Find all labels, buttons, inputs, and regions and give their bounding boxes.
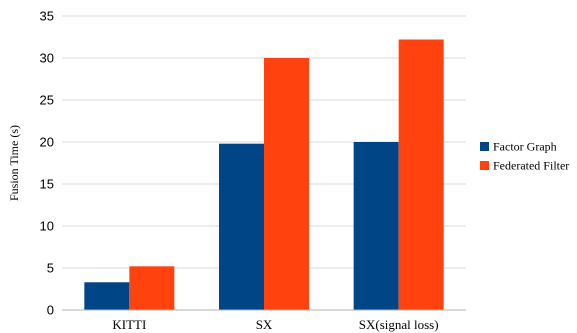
x-category-label: SX xyxy=(256,317,273,332)
legend-label: Federated Filter xyxy=(493,159,569,173)
bar-factor-graph xyxy=(219,143,264,310)
y-tick-label: 30 xyxy=(40,51,54,66)
x-category-label: KITTI xyxy=(112,317,146,332)
bar-federated-filter xyxy=(398,39,444,311)
y-tick-label: 5 xyxy=(47,261,54,276)
legend-swatch xyxy=(480,142,489,151)
bar-federated-filter xyxy=(264,58,309,310)
bar-factor-graph xyxy=(84,282,130,310)
y-tick-labels: 0 5 10 15 20 25 30 35 xyxy=(40,9,54,318)
y-axis-title: Fusion Time (s) xyxy=(7,125,21,201)
bars-group xyxy=(84,39,444,311)
bar-federated-filter xyxy=(129,266,175,310)
y-tick-label: 35 xyxy=(40,9,54,24)
y-tick-label: 25 xyxy=(40,93,54,108)
x-category-labels: KITTI SX SX(signal loss) xyxy=(112,317,438,332)
x-category-label: SX(signal loss) xyxy=(359,317,439,332)
legend: Factor Graph Federated Filter xyxy=(480,140,569,173)
y-tick-label: 15 xyxy=(40,177,54,192)
y-tick-label: 10 xyxy=(40,219,54,234)
legend-swatch xyxy=(480,161,489,170)
bar-factor-graph xyxy=(353,142,399,310)
y-tick-label: 0 xyxy=(47,303,54,318)
y-tick-label: 20 xyxy=(40,135,54,150)
legend-label: Factor Graph xyxy=(493,140,557,154)
